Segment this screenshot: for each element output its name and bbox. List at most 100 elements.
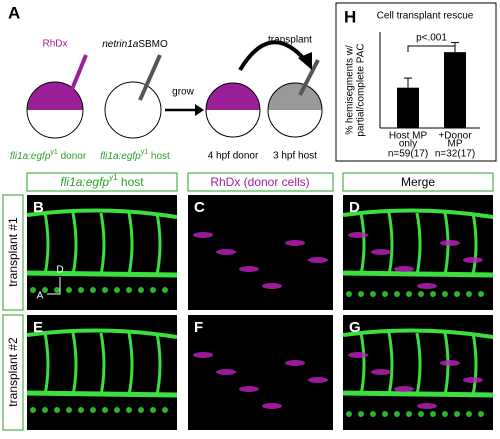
panel-letter: F (194, 319, 203, 336)
row-label: transplant #1 (6, 217, 20, 287)
header-box (187, 172, 334, 192)
vessel-dot (126, 407, 132, 413)
text: y1 (141, 149, 149, 156)
text: host (118, 175, 145, 189)
vessel (415, 332, 422, 396)
embryo (26, 81, 84, 139)
row-label: transplant #2 (6, 337, 20, 407)
row-box (2, 314, 24, 431)
vessel-dot (30, 287, 36, 293)
donor-cell (262, 403, 282, 409)
vessel-dot (54, 287, 60, 293)
vessel (387, 212, 394, 276)
vessel (415, 212, 422, 276)
vessel (127, 212, 134, 276)
x-tick-label: only (399, 139, 417, 150)
host-stage: 3 hpf host (273, 151, 317, 162)
axis-label: D (56, 265, 63, 276)
n-label: n=32(17) (435, 149, 475, 160)
donor-cell (193, 232, 213, 238)
micrograph (188, 315, 333, 430)
donor-cell (371, 249, 391, 255)
vessel (155, 332, 162, 396)
text: y1 (109, 173, 118, 182)
column-header: Merge (401, 175, 435, 189)
needle (298, 59, 320, 96)
row-box (2, 194, 24, 311)
donor-cell (239, 386, 259, 392)
axis-label: A (37, 291, 44, 302)
donor-cell (394, 266, 414, 272)
grow-label: grow (172, 87, 194, 98)
vessel-dot (478, 291, 484, 297)
vessel (471, 332, 478, 396)
vessel (43, 212, 50, 276)
vessel (71, 332, 78, 396)
vessel-dot (358, 291, 364, 297)
vessel-dot (394, 291, 400, 297)
vessel-dot (138, 287, 144, 293)
donor-cell (285, 360, 305, 366)
chart-title: Cell transplant rescue (377, 11, 474, 22)
vessel-dot (418, 291, 424, 297)
embryo (267, 82, 323, 138)
vessel-dot (102, 407, 108, 413)
panel-letter: G (349, 319, 361, 336)
vessel-dot (346, 291, 352, 297)
vessel-dot (430, 411, 436, 417)
vessel-dot (406, 411, 412, 417)
vessel-dot (442, 291, 448, 297)
bar (397, 87, 419, 128)
vessel-dot (394, 411, 400, 417)
text: host (148, 151, 170, 162)
bar (444, 52, 466, 128)
vessel (342, 328, 494, 339)
donor-line: fli1a:egfpy1 donor (10, 149, 87, 162)
vessel-dot (90, 407, 96, 413)
donor-cell (239, 266, 259, 272)
vessel-dot (466, 291, 472, 297)
vessel-dot (30, 407, 36, 413)
embryo-dye (206, 83, 260, 110)
text: fli1a:egfp (10, 151, 51, 162)
vessel (387, 332, 394, 396)
arrow-head (195, 104, 204, 116)
vessel (471, 212, 478, 276)
dye-label: RhDx (42, 39, 67, 50)
vessel-dot (478, 411, 484, 417)
schematic: A RhDx netrin1aSBMO grow transplant fli1… (8, 3, 323, 162)
x-tick-label: +Donor (438, 131, 472, 142)
vessel-dot (138, 407, 144, 413)
vessel-dot (454, 291, 460, 297)
n-label: n=59(17) (388, 149, 428, 160)
embryo-cells (268, 83, 322, 110)
micrograph (188, 195, 333, 310)
vessel (26, 328, 178, 339)
host-line: fli1a:egfpy1 host (100, 149, 170, 162)
arrow-head (298, 52, 312, 70)
axis-arrows (47, 277, 61, 295)
embryo-dye (27, 82, 83, 110)
y-axis-label: % hemisegments w/ (345, 45, 356, 135)
significance-label: p<.001 (416, 33, 447, 44)
significance-bracket (407, 45, 456, 52)
vessel-dot (150, 407, 156, 413)
chart-frame (335, 2, 497, 162)
donor-cell (417, 403, 437, 409)
vessel-dot (382, 411, 388, 417)
donor-cell (262, 283, 282, 289)
vessel-dot (406, 291, 412, 297)
image-panels: B C D E F G D A (26, 195, 494, 430)
text: fli1a:egfp (100, 151, 141, 162)
vessel-dot (114, 287, 120, 293)
panel-letter: C (194, 199, 205, 216)
vessel (359, 332, 366, 396)
vessel-dot (114, 407, 120, 413)
vessel-dot (358, 411, 364, 417)
vessel-dot (454, 411, 460, 417)
needle (138, 54, 162, 101)
vessel (43, 332, 50, 396)
vessel-dot (42, 407, 48, 413)
vessel (26, 208, 178, 219)
x-tick-label: MP (448, 139, 463, 150)
